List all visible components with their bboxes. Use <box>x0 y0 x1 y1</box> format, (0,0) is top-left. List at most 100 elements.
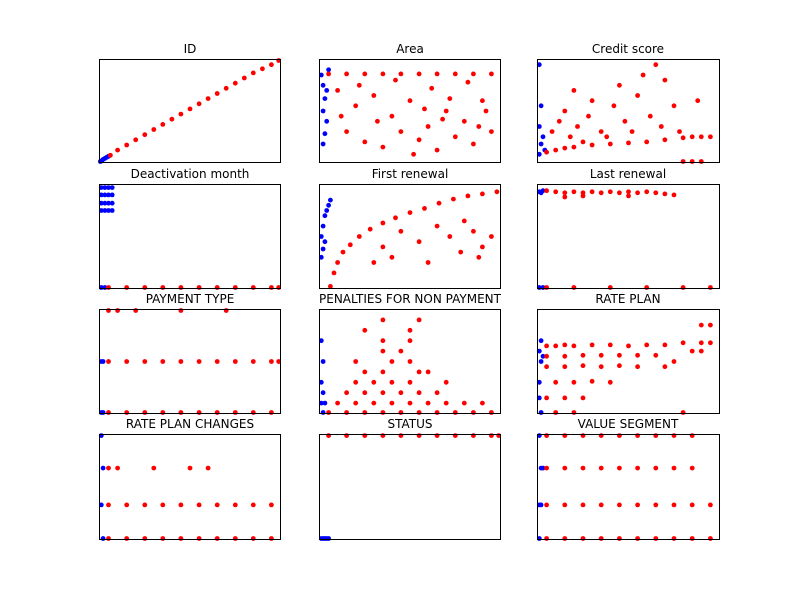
data-point <box>708 134 713 140</box>
data-point <box>380 244 386 250</box>
data-point <box>196 359 202 364</box>
data-point <box>328 284 333 289</box>
data-point <box>544 343 549 349</box>
data-point <box>544 149 549 155</box>
data-point <box>662 342 668 348</box>
data-point <box>322 131 328 137</box>
data-point <box>538 103 544 109</box>
data-point <box>353 359 359 364</box>
data-point <box>480 244 485 250</box>
data-point <box>635 93 640 98</box>
data-point <box>629 129 635 135</box>
data-point <box>106 192 111 198</box>
data-point <box>626 140 631 146</box>
data-point <box>626 189 631 195</box>
data-point <box>250 502 256 508</box>
data-point <box>269 285 274 290</box>
data-point <box>571 88 577 93</box>
data-point <box>434 147 440 153</box>
data-point <box>680 285 686 290</box>
data-point <box>178 111 184 117</box>
data-point <box>106 359 111 364</box>
data-point <box>380 71 386 77</box>
data-point <box>326 202 331 208</box>
data-point <box>371 260 377 265</box>
data-point <box>106 208 111 213</box>
data-point <box>393 215 398 221</box>
data-point <box>471 410 476 415</box>
data-point <box>367 226 373 232</box>
data-point <box>416 71 422 77</box>
data-point <box>102 185 108 191</box>
data-point <box>335 400 340 406</box>
data-point <box>109 185 115 191</box>
data-point <box>322 213 328 219</box>
data-point <box>241 75 247 81</box>
data-point <box>124 502 130 508</box>
data-point <box>318 338 324 344</box>
data-point <box>611 103 617 109</box>
data-point <box>380 410 386 415</box>
data-point <box>318 400 324 406</box>
data-point <box>635 364 640 370</box>
data-point <box>340 249 346 255</box>
data-point <box>471 71 476 77</box>
data-point <box>653 536 659 541</box>
data-point <box>398 71 404 77</box>
data-point <box>362 71 368 77</box>
data-point <box>353 379 359 385</box>
data-point <box>389 400 395 406</box>
data-point <box>371 400 377 406</box>
data-point <box>617 190 622 196</box>
data-point <box>169 116 175 122</box>
data-point <box>598 190 604 196</box>
data-point <box>562 194 568 200</box>
data-point <box>553 147 559 153</box>
data-point <box>544 433 549 438</box>
data-point <box>362 390 368 396</box>
data-point <box>698 340 704 346</box>
data-point <box>443 108 449 114</box>
subplot-frame <box>99 184 281 289</box>
data-point <box>196 410 202 415</box>
data-point <box>416 317 422 323</box>
data-point <box>407 400 413 406</box>
data-point <box>562 342 568 348</box>
data-point <box>407 327 413 333</box>
data-point <box>389 359 395 364</box>
data-point <box>109 208 115 213</box>
data-point <box>425 124 431 129</box>
data-point <box>380 220 386 226</box>
data-point <box>407 359 413 364</box>
data-point <box>662 137 668 143</box>
data-point <box>187 465 193 471</box>
data-point <box>398 410 404 415</box>
data-point <box>344 390 349 396</box>
data-point <box>540 134 546 140</box>
data-point <box>538 359 544 364</box>
data-point <box>434 71 440 77</box>
data-point <box>489 71 494 77</box>
data-point <box>698 348 704 354</box>
data-point <box>320 246 326 252</box>
data-point <box>440 116 445 122</box>
data-point <box>483 108 489 114</box>
data-point <box>353 103 359 109</box>
data-point <box>544 536 549 541</box>
data-point <box>644 285 650 290</box>
data-point <box>708 340 713 346</box>
data-point <box>250 285 256 290</box>
data-point <box>106 200 111 206</box>
data-point <box>250 359 256 364</box>
data-point <box>160 502 166 508</box>
data-point <box>626 343 631 349</box>
data-point <box>580 395 586 401</box>
subplot-frame <box>319 59 501 163</box>
data-point <box>398 129 404 135</box>
subplot-frame <box>319 434 501 540</box>
data-point <box>647 113 653 119</box>
data-point <box>653 465 659 471</box>
data-point <box>142 502 148 508</box>
data-point <box>589 342 595 348</box>
data-point <box>320 223 326 229</box>
